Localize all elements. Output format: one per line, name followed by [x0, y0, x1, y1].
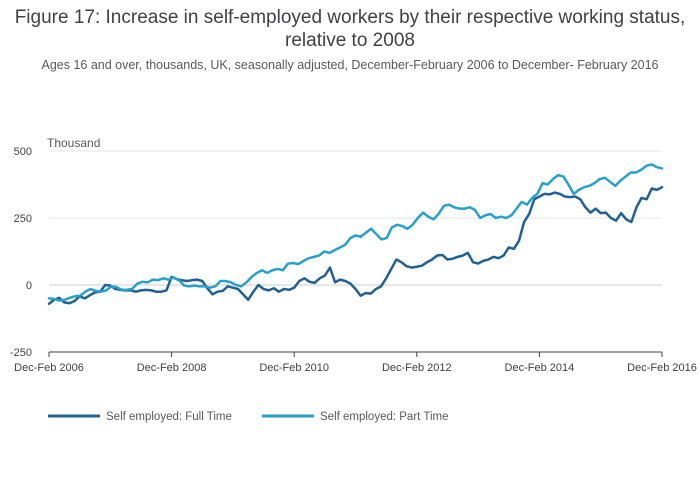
x-tick-label: Dec-Feb 2012: [382, 362, 452, 374]
series-lines: [47, 163, 664, 306]
chart-title: Figure 17: Increase in self-employed wor…: [14, 7, 686, 51]
x-tick-label: Dec-Feb 2016: [627, 362, 697, 374]
y-axis-label: Thousand: [47, 136, 100, 150]
series-line-full-time: [47, 185, 664, 306]
x-tick-label: Dec-Feb 2014: [505, 362, 575, 374]
y-tick-label: 500: [14, 146, 32, 158]
legend: Self employed: Full Time Self employed: P…: [48, 411, 448, 423]
y-tick-label: 250: [14, 213, 32, 225]
y-tick-label: -250: [10, 347, 32, 359]
x-tick-label: Dec-Feb 2006: [14, 362, 84, 374]
x-tick-label: Dec-Feb 2010: [259, 362, 329, 374]
legend-label: Self employed: Full Time: [106, 411, 232, 423]
legend-label: Self employed: Part Time: [320, 411, 448, 423]
x-tick-label: Dec-Feb 2008: [137, 362, 207, 374]
gridlines: [49, 150, 662, 353]
x-axis-ticks: Dec-Feb 2006 Dec-Feb 2008 Dec-Feb 2010 Dec-…: [14, 351, 697, 374]
y-tick-label: 0: [26, 280, 32, 292]
series-line-part-time: [47, 163, 664, 302]
y-axis-ticks: -250 0 250 500: [10, 146, 32, 359]
chart-subtitle: Ages 16 and over, thousands, UK, seasona…: [41, 58, 659, 72]
